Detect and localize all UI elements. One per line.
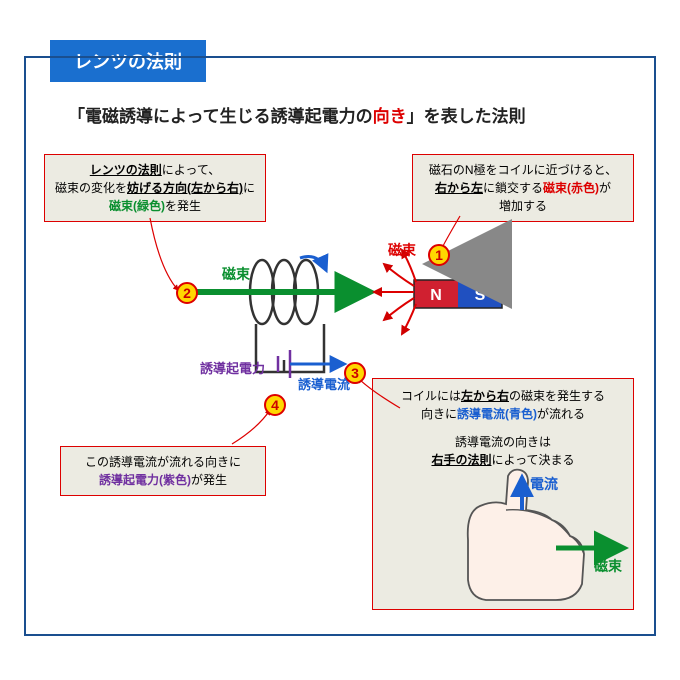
diagram-svg: N S — [0, 0, 680, 680]
magnet-n: N — [430, 287, 442, 304]
label-emf: 誘導起電力 — [200, 358, 265, 377]
marker-1: 1 — [428, 244, 450, 266]
magnet: N S — [414, 280, 502, 308]
label-flux-red: 磁束 — [388, 240, 416, 260]
red-flux-lines — [374, 250, 416, 334]
marker-2: 2 — [176, 282, 198, 304]
coil — [250, 260, 324, 372]
label-current: 誘導電流 — [298, 374, 350, 393]
conn-2 — [150, 218, 178, 290]
marker-4: 4 — [264, 394, 286, 416]
conn-4 — [232, 410, 270, 444]
marker-3: 3 — [344, 362, 366, 384]
label-flux-green: 磁束 — [222, 264, 250, 284]
magnet-s: S — [475, 287, 486, 304]
label-hand-flux: 磁束 — [594, 556, 622, 576]
conn-3 — [358, 378, 400, 408]
label-hand-current: 電流 — [530, 474, 558, 494]
